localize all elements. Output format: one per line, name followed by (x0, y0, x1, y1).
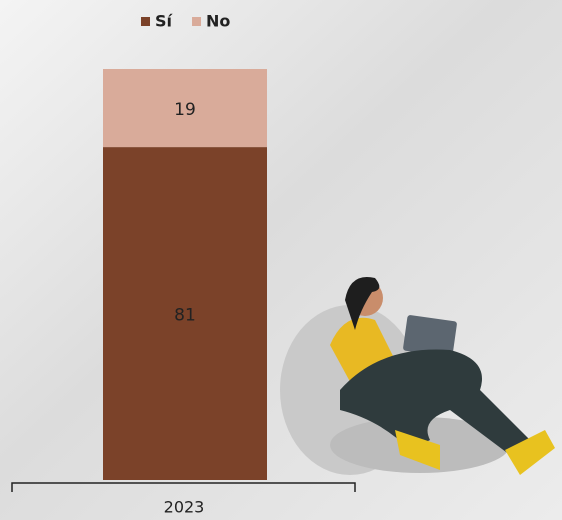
legend-label: No (206, 12, 230, 31)
legend: Sí No (141, 12, 230, 31)
legend-swatch (141, 17, 150, 26)
value-label: 19 (174, 100, 196, 120)
category-bracket (11, 482, 356, 492)
plot: 81 19 2023 (103, 69, 267, 517)
bar-segment (103, 69, 267, 148)
legend-swatch (192, 17, 202, 26)
bar-segment (103, 147, 267, 480)
value-label: 81 (174, 306, 196, 326)
illustration (280, 276, 555, 475)
legend-label: Sí (155, 12, 174, 31)
x-tick-label: 2023 (164, 498, 205, 517)
